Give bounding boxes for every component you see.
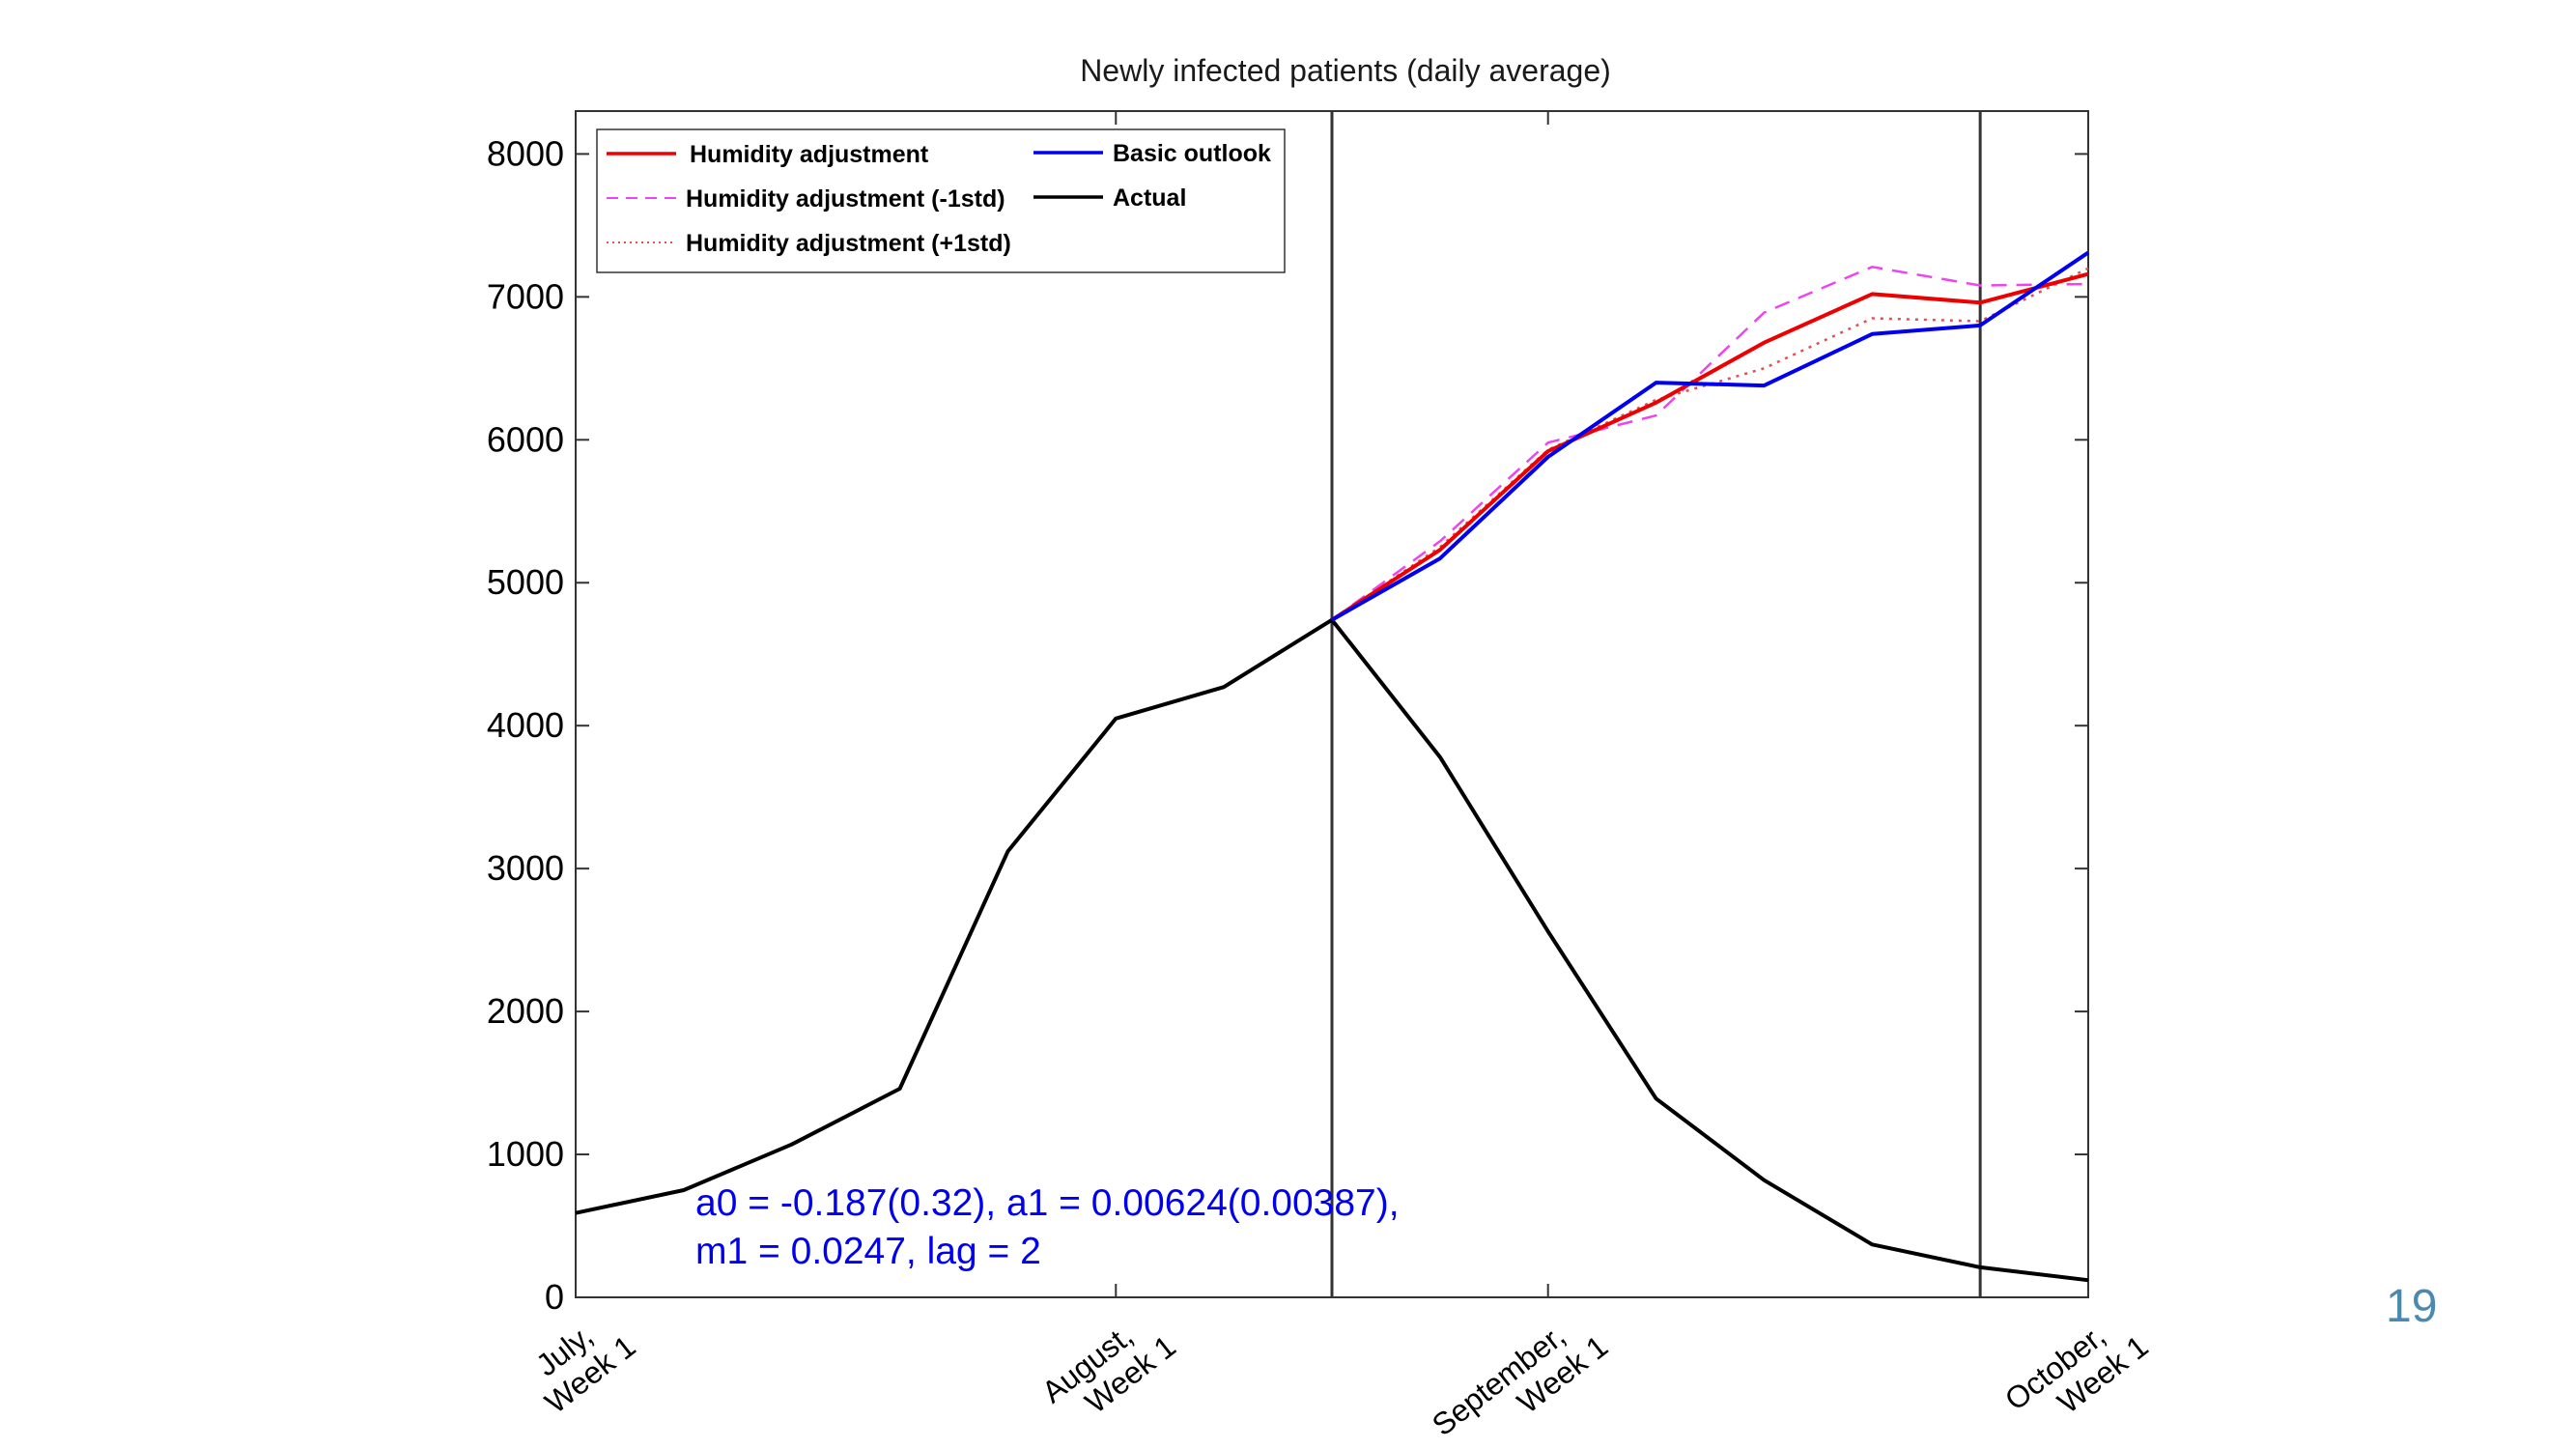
x-tick-label: September,Week 1	[1426, 1301, 1614, 1449]
legend-label: Humidity adjustment	[690, 141, 929, 168]
legend-box	[596, 128, 1286, 273]
x-tick-label: August,Week 1	[1035, 1301, 1182, 1437]
legend-label: Basic outlook	[1113, 140, 1271, 167]
y-tick-label: 1000	[487, 1134, 564, 1174]
page-number: 19	[2386, 1281, 2438, 1332]
legend-label: Humidity adjustment (-1std)	[686, 185, 1005, 213]
legend-label: Humidity adjustment (+1std)	[686, 230, 1011, 257]
y-tick-label: 4000	[487, 705, 564, 745]
y-tick-label: 5000	[487, 562, 564, 602]
series-line-humidity-adjustment-1std	[1331, 266, 2089, 621]
y-tick-label: 6000	[487, 419, 564, 459]
annotation-line-1: a0 = -0.187(0.32), a1 = 0.00624(0.00387)…	[695, 1182, 1400, 1224]
annotation: a0 = -0.187(0.32), a1 = 0.00624(0.00387)…	[695, 1182, 1400, 1272]
y-tick-label: 0	[545, 1277, 564, 1317]
y-tick-label: 2000	[487, 991, 564, 1031]
series-line-basic-outlook	[1331, 250, 2090, 622]
chart-title: Newly infected patients (daily average)	[1080, 53, 1611, 88]
annotation-line-2: m1 = 0.0247, lag = 2	[695, 1231, 1041, 1272]
y-tick-label: 7000	[487, 276, 564, 316]
legend: Humidity adjustment Humidity adjustment (…	[596, 128, 1286, 273]
y-tick-label: 8000	[487, 133, 564, 173]
legend-label: Actual	[1113, 185, 1186, 212]
series-line-humidity-adjustment-1std	[1331, 267, 2089, 621]
y-tick-label: 3000	[487, 848, 564, 888]
series-group	[575, 250, 2090, 1283]
x-tick-label: July,Week 1	[517, 1301, 641, 1420]
x-tick-label: October,Week 1	[1998, 1301, 2155, 1444]
series-line-humidity-adjustment	[1330, 271, 2089, 622]
